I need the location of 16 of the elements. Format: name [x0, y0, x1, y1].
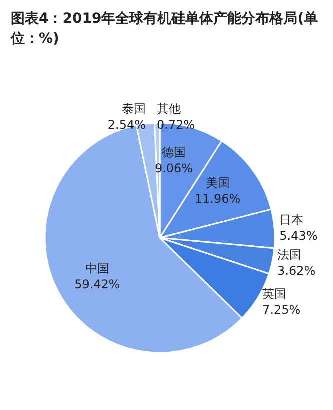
- slice-label: 英国: [262, 286, 287, 301]
- data-label: 11.96%: [194, 192, 241, 206]
- slice-label: 美国: [206, 176, 230, 190]
- data-label: 2.54%: [108, 118, 146, 132]
- slice-label: 德国: [162, 146, 186, 160]
- data-label: 7.25%: [262, 302, 301, 317]
- chart-title: 图表4：2019年全球有机硅单体产能分布格局(单位：%): [10, 10, 318, 47]
- data-label: 5.43%: [280, 229, 318, 244]
- data-label: 59.42%: [74, 278, 120, 292]
- data-label: 3.62%: [277, 264, 316, 278]
- slice-label: 中国: [85, 262, 110, 276]
- slice-label: 日本: [280, 213, 304, 228]
- slice-label: 法国: [277, 248, 302, 262]
- slice-label: 泰国: [122, 102, 146, 116]
- data-label: 0.72%: [157, 118, 196, 132]
- slice-label: 其他: [157, 102, 181, 116]
